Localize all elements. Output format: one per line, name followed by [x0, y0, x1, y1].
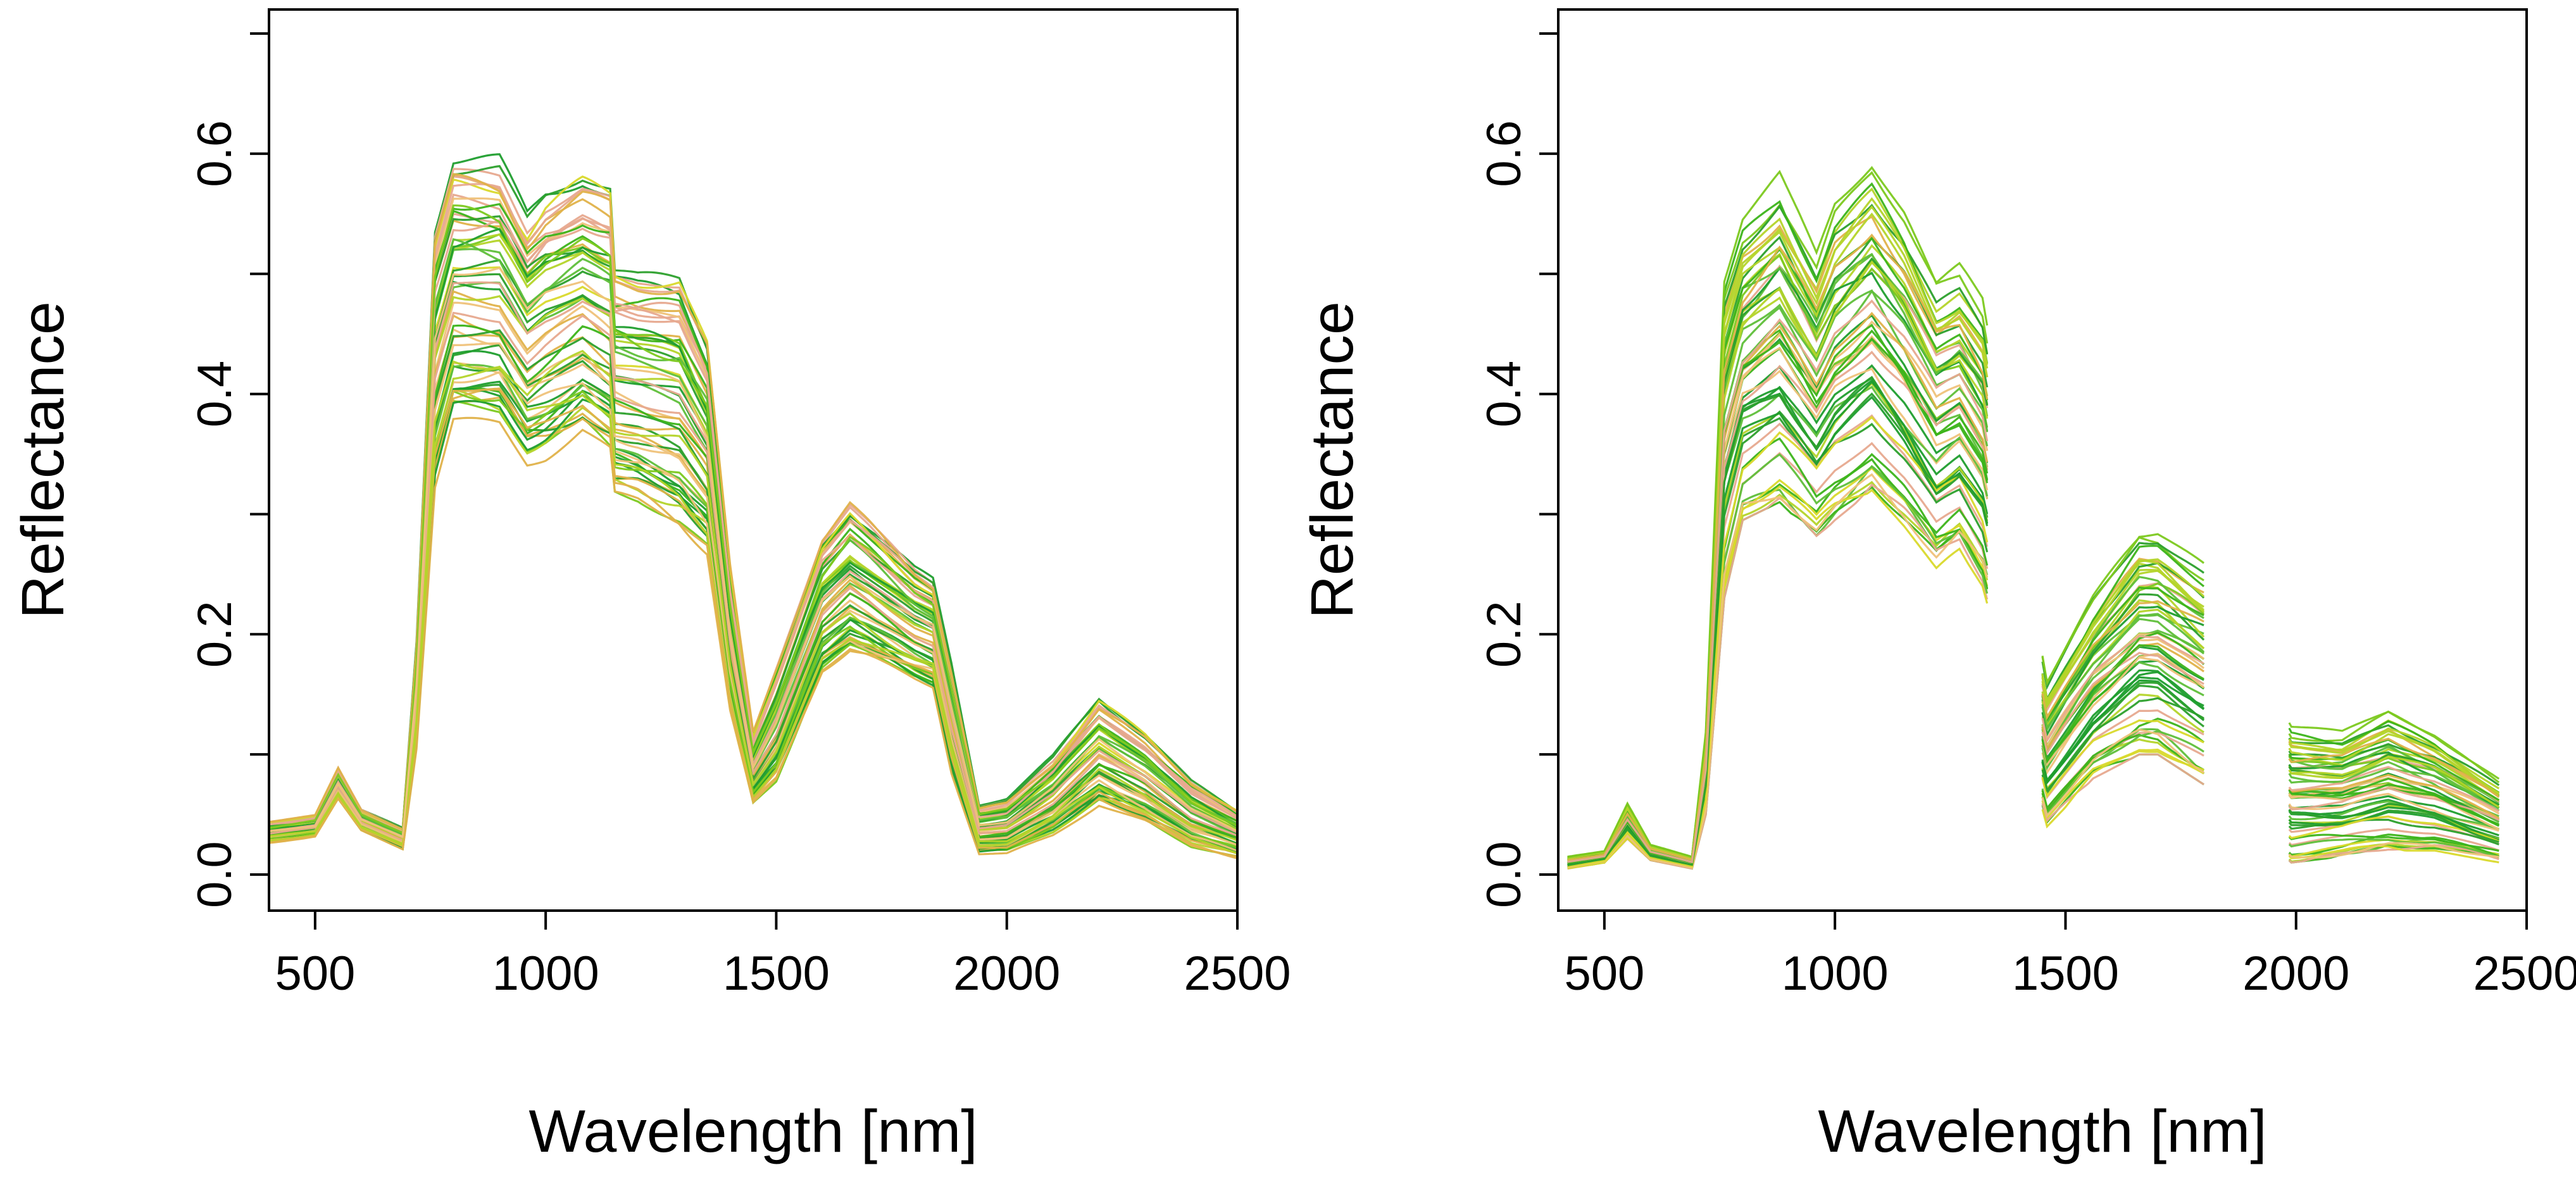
- right-y-axis: 0.0 0.2 0.4 0.6: [1477, 32, 1558, 908]
- chart-left: 500 1000 1500 2000 2500 0.0 0.2 0.4 0.6 Wavelen…: [9, 8, 1291, 1165]
- left-spectrum-line: [268, 311, 1238, 842]
- right-y-tick-label: 0.6: [1477, 120, 1531, 187]
- left-x-tick-label: 1500: [723, 947, 830, 1000]
- left-spectrum-line: [268, 266, 1238, 838]
- right-x-tick-label: 1500: [2012, 947, 2119, 1000]
- left-spectra-series: [268, 153, 1238, 859]
- right-x-tick-label: 2000: [2242, 947, 2349, 1000]
- chart-right: 500 1000 1500 2000 2500 0.0 0.2 0.4 0.6 Wavelen…: [1299, 8, 2576, 1165]
- right-spectrum-line: [1567, 234, 2500, 861]
- right-x-axis: 500 1000 1500 2000 2500: [1564, 911, 2576, 1000]
- right-spectrum-line: [1567, 380, 2499, 866]
- left-y-tick-label: 0.0: [188, 841, 242, 908]
- right-x-tick-label: 500: [1564, 947, 1644, 1000]
- right-spectrum-line: [1567, 323, 2499, 864]
- left-y-axis-label: Reflectance: [9, 301, 77, 619]
- right-plot-frame: [1557, 8, 2528, 912]
- right-spectrum-line: [1567, 375, 2499, 866]
- right-y-tick-label: 0.2: [1477, 601, 1531, 668]
- left-x-tick-label: 2000: [953, 947, 1060, 1000]
- left-x-tick-label: 1000: [492, 947, 599, 1000]
- right-x-tick-label: 1000: [1782, 947, 1889, 1000]
- left-x-tick-label: 500: [275, 947, 355, 1000]
- right-spectra-series: [1567, 166, 2500, 870]
- right-y-tick-label: 0.0: [1477, 841, 1531, 908]
- left-plot-frame: [268, 8, 1239, 912]
- left-spectrum-line: [268, 204, 1238, 835]
- left-spectrum-line: [268, 349, 1238, 845]
- right-x-tick-label: 2500: [2473, 947, 2576, 1000]
- right-spectrum-line: [1567, 299, 2500, 864]
- left-y-tick-label: 0.6: [188, 120, 242, 187]
- left-spectrum-line: [268, 173, 1238, 831]
- right-y-tick-label: 0.4: [1477, 361, 1531, 428]
- left-x-axis-label: Wavelength [nm]: [528, 1098, 977, 1165]
- left-y-tick-label: 0.2: [188, 601, 242, 668]
- right-y-axis-label: Reflectance: [1299, 301, 1366, 619]
- left-spectrum-line: [268, 416, 1238, 858]
- left-x-tick-label: 2500: [1184, 947, 1291, 1000]
- right-spectrum-line: [1567, 166, 2500, 859]
- left-y-axis: 0.0 0.2 0.4 0.6: [188, 32, 269, 908]
- left-y-tick-label: 0.4: [188, 361, 242, 428]
- right-spectrum-line: [1567, 473, 2499, 869]
- right-x-axis-label: Wavelength [nm]: [1818, 1098, 2267, 1165]
- left-x-axis: 500 1000 1500 2000 2500: [275, 911, 1291, 1000]
